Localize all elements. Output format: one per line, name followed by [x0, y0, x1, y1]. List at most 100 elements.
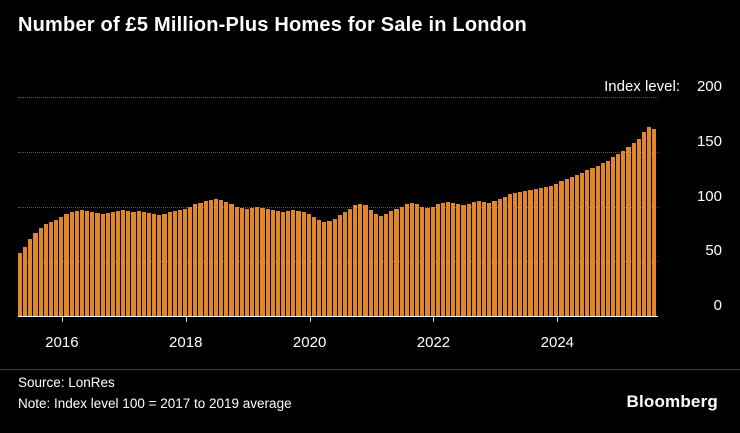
bar: [146, 213, 152, 316]
bar: [404, 204, 409, 316]
bar: [85, 210, 90, 316]
bar: [69, 211, 74, 316]
bar: [384, 214, 389, 316]
bar: [590, 168, 595, 316]
bar: [48, 221, 54, 316]
bar: [286, 210, 291, 316]
bar: [18, 252, 23, 316]
bar: [652, 128, 657, 316]
bar: [219, 199, 224, 316]
bar: [177, 209, 182, 316]
bar: [471, 202, 476, 316]
bar: [533, 188, 538, 316]
bar: [497, 198, 502, 316]
bar: [409, 203, 415, 316]
bar: [631, 143, 636, 316]
bar: [79, 209, 85, 316]
bar: [507, 194, 512, 316]
bar: [564, 179, 569, 316]
chart-title: Number of £5 Million-Plus Homes for Sale…: [18, 14, 527, 36]
bar: [549, 185, 554, 316]
x-axis-tick-label: 2018: [169, 334, 203, 351]
bar: [440, 203, 445, 316]
bar: [54, 219, 59, 316]
bar: [621, 150, 626, 316]
bar: [348, 208, 353, 316]
bar: [585, 170, 590, 316]
x-axis-tick: [557, 316, 559, 322]
bar: [487, 203, 492, 316]
note-text: Note: Index level 100 = 2017 to 2019 ave…: [18, 396, 292, 411]
bar: [131, 211, 136, 316]
bar: [492, 201, 497, 316]
bar: [33, 232, 38, 316]
bar: [543, 186, 549, 316]
bar: [110, 211, 115, 316]
bar: [415, 204, 420, 316]
bar: [224, 202, 229, 316]
bar: [74, 210, 79, 316]
bar: [327, 220, 332, 316]
y-axis-title: Index level:: [604, 78, 680, 95]
bar: [260, 207, 265, 316]
bar: [528, 190, 533, 316]
bar: [430, 206, 435, 316]
bar: [445, 202, 451, 316]
x-axis-tick-label: 2024: [540, 334, 575, 351]
bar: [121, 209, 126, 316]
x-axis-tick: [309, 316, 311, 322]
bar: [296, 210, 301, 316]
x-axis-tick-label: 2022: [416, 334, 451, 351]
bar: [126, 210, 131, 316]
bar: [580, 172, 585, 316]
bar: [172, 210, 177, 316]
bar-series: [18, 97, 658, 316]
bar: [95, 213, 100, 316]
y-axis-tick-label: 50: [705, 242, 722, 260]
bar: [466, 204, 471, 316]
bloomberg-logo: Bloomberg: [626, 392, 718, 411]
bar: [626, 147, 631, 316]
bar: [368, 209, 373, 316]
bar: [23, 247, 28, 316]
bar: [451, 203, 456, 316]
bar: [152, 214, 157, 316]
bar: [456, 204, 461, 316]
bar: [141, 211, 146, 316]
bar: [43, 224, 48, 316]
bar: [270, 209, 275, 316]
bar: [595, 166, 600, 316]
bar: [183, 208, 188, 316]
bar: [461, 205, 466, 316]
x-axis-baseline: [18, 316, 658, 317]
bar: [569, 176, 574, 316]
bar: [275, 210, 280, 316]
footer-divider: [0, 369, 740, 370]
bar: [162, 214, 167, 316]
bar: [198, 203, 203, 316]
bar: [157, 215, 162, 316]
bar: [64, 214, 69, 316]
bar: [616, 153, 621, 316]
bar: [311, 217, 317, 316]
bar: [306, 214, 311, 316]
bar: [420, 206, 425, 316]
bar: [373, 214, 378, 316]
bar: [538, 187, 543, 316]
bar: [394, 208, 399, 316]
bar: [513, 193, 518, 316]
bar: [435, 204, 440, 316]
bar: [38, 228, 43, 316]
bar: [425, 207, 430, 316]
bar: [322, 221, 327, 316]
bar: [378, 216, 384, 316]
y-axis-tick-label: 200: [696, 78, 722, 95]
x-axis-tick: [433, 316, 435, 322]
bar: [188, 206, 193, 316]
bar: [291, 209, 296, 316]
bar: [647, 126, 652, 316]
bar: [265, 208, 270, 316]
bar: [193, 204, 198, 316]
bar: [574, 174, 580, 316]
